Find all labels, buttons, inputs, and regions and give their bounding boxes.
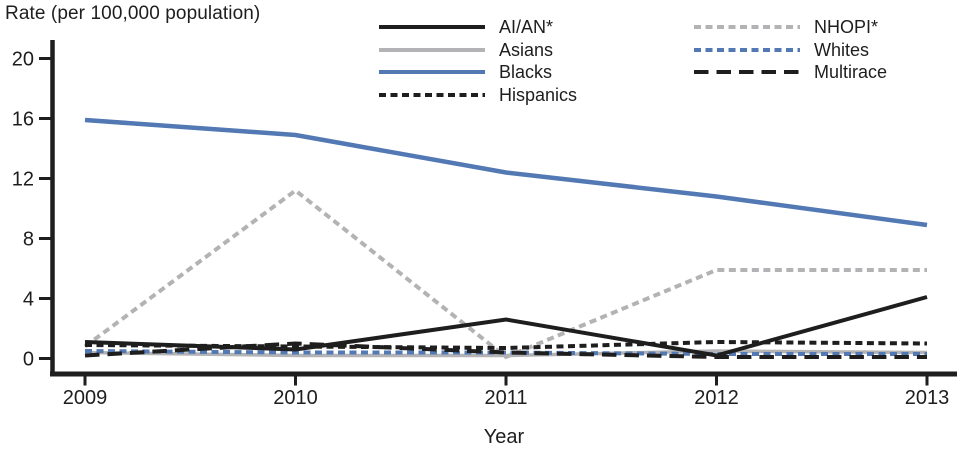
x-tick-label: 2009 xyxy=(63,387,108,409)
legend-swatch-ai-an-line-icon xyxy=(379,25,485,29)
y-tick-label: 20 xyxy=(12,49,34,71)
legend-label: Whites xyxy=(814,39,870,60)
legend-swatch-hispanics-line-icon xyxy=(379,93,485,97)
legend-label: Hispanics xyxy=(499,84,578,105)
series-line-blacks xyxy=(84,117,928,228)
series-line-whites xyxy=(84,349,927,356)
legend-swatch-multirace-line-icon xyxy=(694,70,800,74)
y-tick-label: 8 xyxy=(23,229,34,251)
y-tick-label: 4 xyxy=(23,289,34,311)
legend-label: Asians xyxy=(499,39,554,60)
series-line-nhopi xyxy=(83,187,927,360)
x-tick-label: 2013 xyxy=(905,387,950,409)
legend-item-whites: Whites xyxy=(694,39,869,61)
legend-item-blacks: Blacks xyxy=(379,61,552,83)
legend-label: AI/AN* xyxy=(499,16,554,37)
x-tick-label: 2012 xyxy=(694,387,739,409)
chart-legend: AI/AN* Asians Blacks Hispanics NHOPI* Whites M… xyxy=(0,0,960,110)
y-tick-label: 12 xyxy=(12,169,34,191)
legend-swatch-blacks-line-icon xyxy=(379,70,485,74)
series-line-ai-an xyxy=(84,295,928,358)
x-tick-label: 2011 xyxy=(484,387,527,409)
legend-item-ai-an: AI/AN* xyxy=(379,16,553,38)
legend-swatch-asians-line-icon xyxy=(379,48,485,52)
legend-item-hispanics: Hispanics xyxy=(379,84,577,106)
legend-label: Blacks xyxy=(499,61,553,82)
legend-swatch-whites-line-icon xyxy=(694,48,800,52)
legend-label: NHOPI* xyxy=(814,16,879,37)
chart-title: Rate (per 100,000 population) xyxy=(5,3,261,24)
y-tick-label: 16 xyxy=(12,109,34,131)
legend-label: Multirace xyxy=(814,61,888,82)
x-axis-label: Year xyxy=(483,426,525,448)
y-tick-label: 0 xyxy=(23,349,34,371)
legend-item-multirace: Multirace xyxy=(694,61,887,83)
legend-item-nhopi: NHOPI* xyxy=(694,16,878,38)
legend-swatch-nhopi-line-icon xyxy=(694,25,800,29)
x-tick-label: 2010 xyxy=(273,387,318,409)
legend-item-asians: Asians xyxy=(379,39,553,61)
